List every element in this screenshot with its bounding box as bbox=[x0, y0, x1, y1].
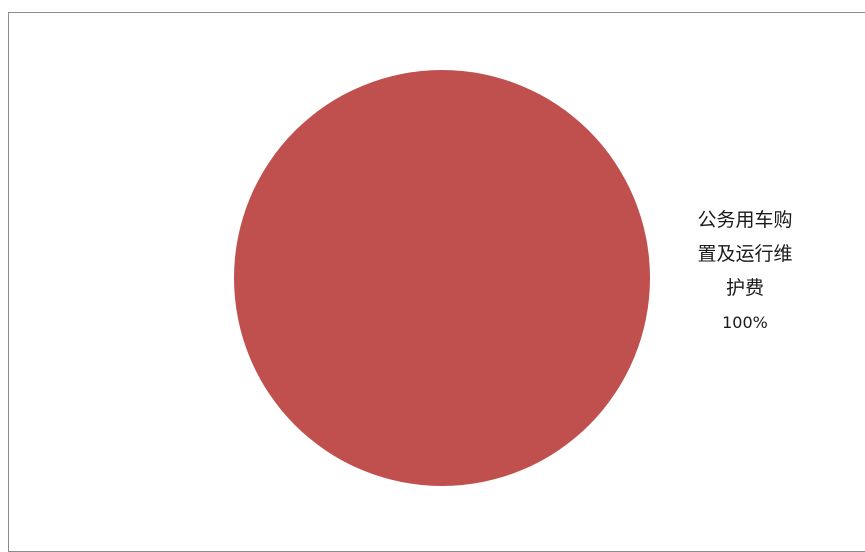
slice-label-line-2: 置及运行维 bbox=[697, 243, 792, 265]
slice-label-line-3: 护费 bbox=[726, 277, 764, 299]
slice-label-line-1: 公务用车购 bbox=[697, 209, 792, 231]
slice-percent-label: 100% bbox=[722, 313, 768, 332]
pie-chart: 公务用车购 置及运行维 护费 100% bbox=[234, 70, 793, 486]
pie-slices bbox=[234, 70, 650, 486]
pie-slice-0 bbox=[234, 70, 650, 486]
